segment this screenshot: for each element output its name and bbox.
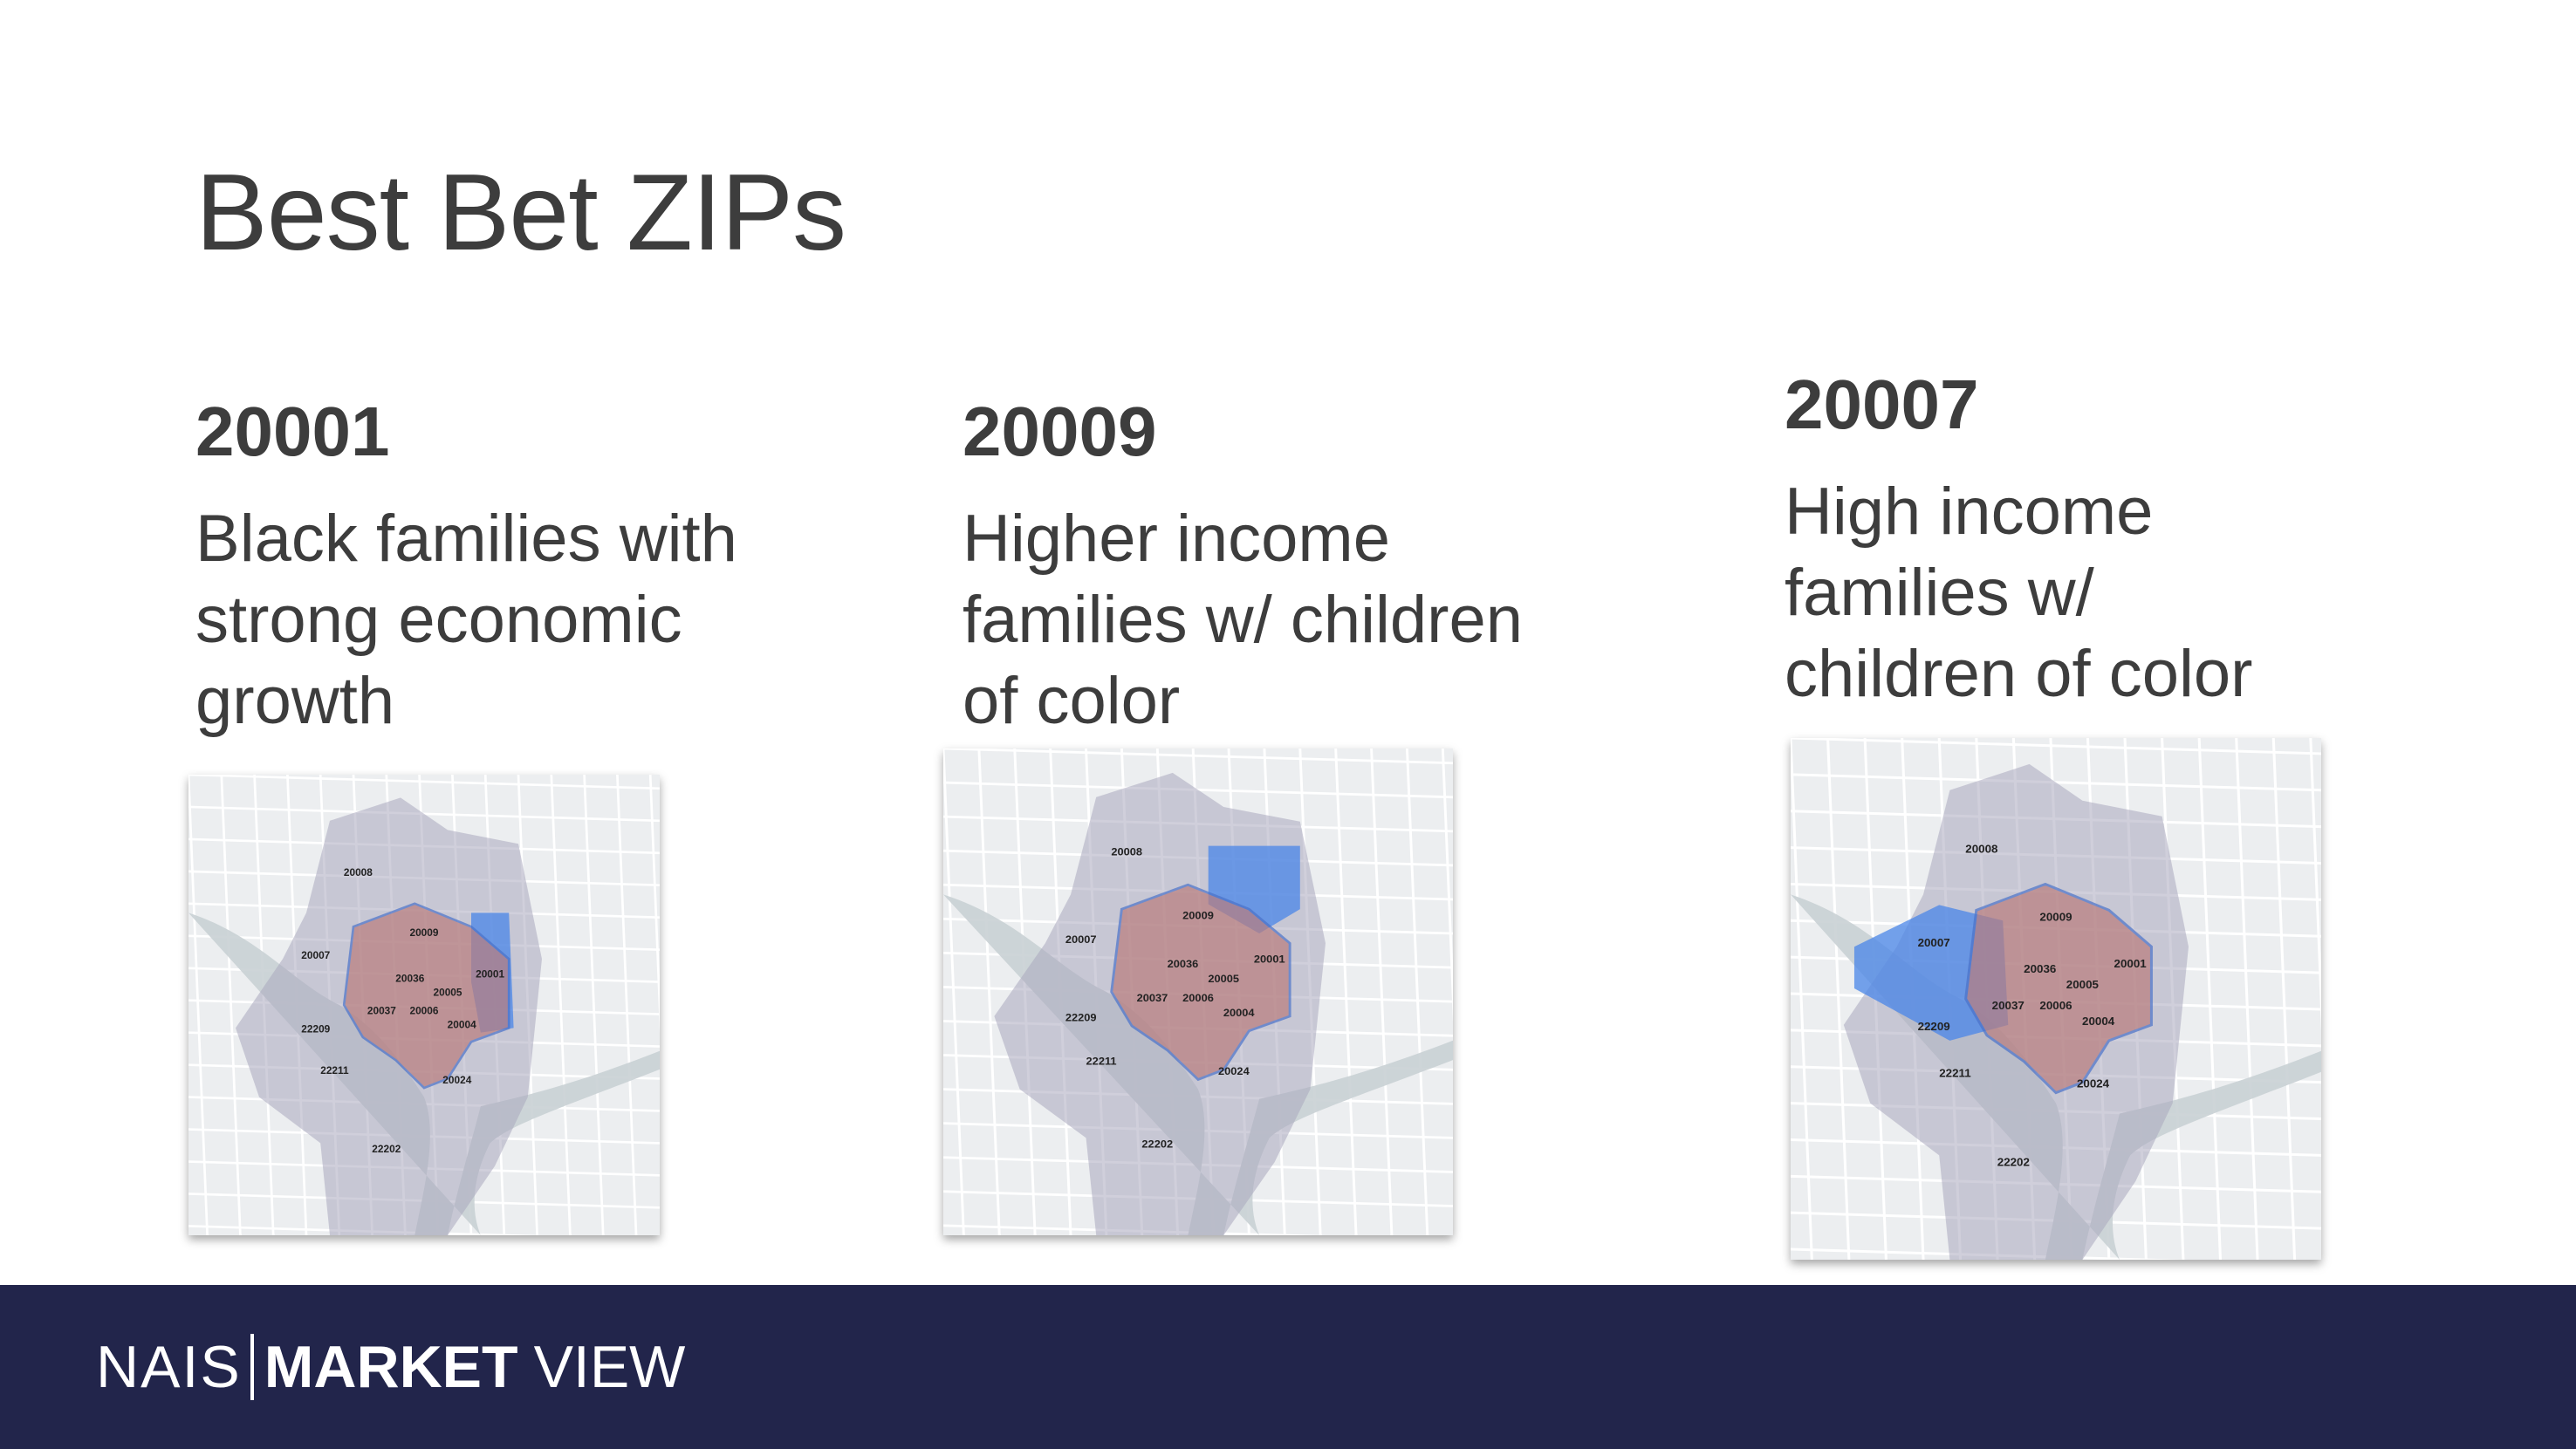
map-zip-label: 20006 bbox=[1182, 992, 1214, 1004]
map-zip-label: 20001 bbox=[2114, 957, 2147, 970]
map-zip-label: 20007 bbox=[301, 950, 330, 961]
zip-code: 20001 bbox=[195, 393, 390, 470]
zip-column-2: 20009 Higher income families w/ children… bbox=[963, 397, 1523, 742]
nais-market-view-logo: NAIS MARKET VIEW bbox=[96, 1325, 685, 1409]
map-zip-label: 20009 bbox=[1182, 910, 1214, 922]
map-zip-label: 20005 bbox=[2066, 978, 2099, 991]
map-zip-label: 20024 bbox=[1218, 1065, 1250, 1077]
footer-bar: NAIS MARKET VIEW bbox=[0, 1285, 2576, 1449]
zip-description-line: Black families with bbox=[195, 502, 737, 576]
map-zip-label: 22202 bbox=[1997, 1155, 2030, 1168]
map-zip-label: 20008 bbox=[1965, 843, 1997, 856]
zip-description-line: Higher income bbox=[963, 502, 1390, 576]
map-zip-label: 20024 bbox=[442, 1075, 471, 1086]
map-zip-label: 20006 bbox=[2039, 999, 2072, 1012]
zip-column-3: 20007 High income families w/ children o… bbox=[1785, 370, 2253, 714]
zip-map-2: 20008 20009 20007 20036 20005 20001 20037 20006… bbox=[943, 748, 1453, 1235]
map-zip-label: 20036 bbox=[2024, 962, 2056, 975]
map-zip-label: 20007 bbox=[1065, 933, 1097, 946]
zip-description-line: families w/ bbox=[1785, 556, 2094, 630]
map-zip-label: 20037 bbox=[367, 1006, 396, 1017]
map-graphic: 20008 20009 20007 20036 20005 20001 20037 20006… bbox=[1791, 738, 2321, 1260]
map-zip-label: 22211 bbox=[1939, 1067, 1970, 1080]
map-zip-label: 22209 bbox=[1918, 1020, 1950, 1033]
map-zip-label: 20036 bbox=[395, 974, 424, 985]
slide-title: Best Bet ZIPs bbox=[195, 153, 846, 273]
map-zip-label: 20004 bbox=[2082, 1015, 2115, 1028]
zip-map-1: 20008 20009 20007 20036 20005 20001 20037 20006… bbox=[188, 775, 660, 1235]
map-zip-label: 22202 bbox=[1141, 1138, 1173, 1151]
map-zip-label: 20001 bbox=[476, 968, 504, 980]
zip-description-line: High income bbox=[1785, 475, 2154, 549]
map-zip-label: 22209 bbox=[1065, 1012, 1097, 1024]
zip-code: 20007 bbox=[1785, 366, 1979, 443]
logo-divider bbox=[250, 1334, 254, 1400]
map-zip-label: 20007 bbox=[1918, 936, 1950, 949]
logo-market: MARKET bbox=[264, 1334, 518, 1400]
map-zip-label: 20037 bbox=[1137, 992, 1168, 1004]
zip-description-line: of color bbox=[963, 664, 1181, 738]
zip-description-line: families w/ children bbox=[963, 583, 1523, 657]
map-zip-label: 20008 bbox=[1111, 846, 1142, 858]
map-graphic: 20008 20009 20007 20036 20005 20001 20037 20006… bbox=[943, 748, 1453, 1235]
map-zip-label: 22209 bbox=[301, 1024, 330, 1035]
zip-description-line: strong economic bbox=[195, 583, 682, 657]
zip-description-line: children of color bbox=[1785, 637, 2253, 711]
map-zip-label: 22211 bbox=[1086, 1056, 1117, 1068]
zip-code: 20009 bbox=[963, 393, 1157, 470]
map-zip-label: 20005 bbox=[433, 988, 462, 999]
logo-nais: NAIS bbox=[96, 1334, 242, 1400]
map-zip-label: 20008 bbox=[344, 867, 373, 878]
logo-view: VIEW bbox=[533, 1334, 686, 1400]
zip-map-3: 20008 20009 20007 20036 20005 20001 20037 20006… bbox=[1791, 738, 2321, 1260]
map-zip-label: 20001 bbox=[1254, 953, 1285, 966]
map-zip-label: 20004 bbox=[1223, 1007, 1255, 1019]
map-zip-label: 20004 bbox=[448, 1020, 476, 1031]
map-zip-label: 20006 bbox=[409, 1006, 438, 1017]
map-zip-label: 20005 bbox=[1208, 973, 1239, 985]
map-zip-label: 20037 bbox=[1992, 999, 2024, 1012]
zip-description-line: growth bbox=[195, 664, 395, 738]
map-graphic: 20008 20009 20007 20036 20005 20001 20037 20006… bbox=[188, 775, 660, 1235]
map-zip-label: 20009 bbox=[2039, 910, 2072, 923]
map-zip-label: 20009 bbox=[409, 927, 438, 939]
map-zip-label: 22202 bbox=[372, 1144, 401, 1155]
map-zip-label: 22211 bbox=[320, 1065, 349, 1076]
map-zip-label: 20036 bbox=[1168, 958, 1199, 970]
map-zip-label: 20024 bbox=[2077, 1077, 2110, 1090]
zip-column-1: 20001 Black families with strong economi… bbox=[195, 397, 737, 742]
